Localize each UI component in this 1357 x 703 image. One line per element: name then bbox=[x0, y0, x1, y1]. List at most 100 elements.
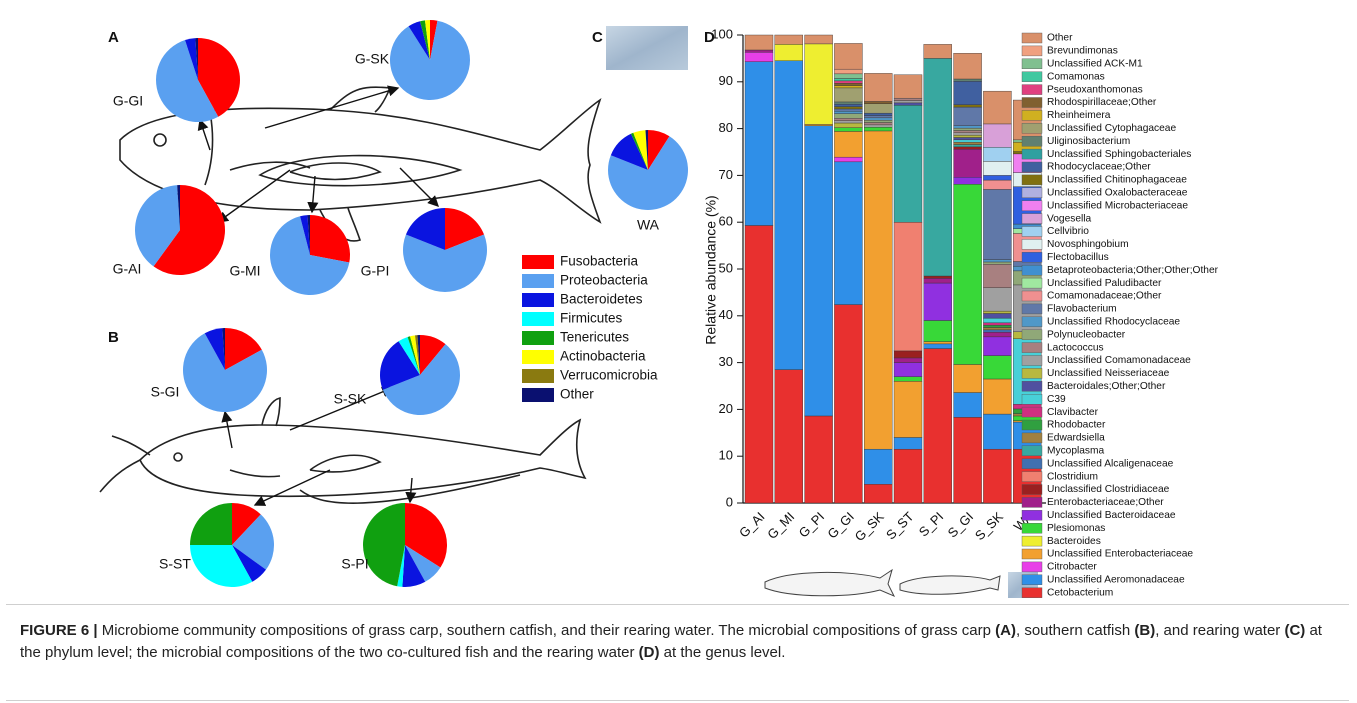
bar-segment bbox=[744, 34, 774, 51]
bar-segment bbox=[983, 317, 1012, 324]
legend-label: Unclassified Chitinophagaceae bbox=[1047, 175, 1187, 186]
bar-segment bbox=[864, 484, 893, 504]
legend-label: Uliginosibacterium bbox=[1047, 136, 1130, 147]
bar-segment bbox=[864, 122, 893, 126]
pie-slice bbox=[204, 328, 225, 370]
legend-swatch bbox=[1021, 97, 1043, 108]
legend-label: Rhodobacter bbox=[1047, 420, 1106, 431]
bar-segment bbox=[834, 68, 863, 75]
bar-segment bbox=[834, 118, 863, 121]
bar-segment bbox=[834, 106, 863, 110]
bar-segment bbox=[923, 341, 952, 345]
legend-label: Unclassified Oxalobacteraceae bbox=[1047, 187, 1188, 198]
panel-letter: D bbox=[704, 29, 715, 46]
bar-segment bbox=[953, 364, 982, 393]
legend-label: Bacteroidetes bbox=[560, 292, 643, 307]
caption-text: Microbiome community compositions of gra… bbox=[97, 622, 996, 639]
legend-label: Enterobacteriaceae;Other bbox=[1047, 497, 1164, 508]
pie-slice bbox=[430, 20, 438, 60]
pie-slice bbox=[402, 545, 426, 587]
legend-swatch bbox=[1021, 381, 1043, 392]
pie-slice bbox=[407, 336, 420, 375]
x-tick-label: G_MI bbox=[764, 509, 797, 542]
pie-slice bbox=[405, 208, 445, 250]
bar-segment bbox=[983, 175, 1012, 181]
pie-slice bbox=[177, 185, 180, 230]
legend-label: Polynucleobacter bbox=[1047, 329, 1126, 340]
bar-segment bbox=[893, 104, 923, 223]
bar-segment bbox=[744, 61, 774, 226]
pie-label: G-AI bbox=[113, 261, 142, 277]
bar-segment bbox=[834, 87, 863, 103]
bar-segment bbox=[893, 448, 923, 504]
legend-label: Unclassified Microbacteriaceae bbox=[1047, 200, 1188, 211]
pie-label: S-GI bbox=[151, 384, 180, 400]
bar-segment bbox=[953, 139, 982, 143]
pie-slice bbox=[382, 344, 461, 416]
caption-text: , and rearing water bbox=[1155, 622, 1285, 639]
bar-segment bbox=[953, 417, 982, 504]
legend-swatch bbox=[522, 350, 554, 364]
panel-letter: C bbox=[592, 29, 603, 46]
bar-segment bbox=[744, 49, 774, 53]
legend-swatch bbox=[1021, 58, 1043, 69]
legend-swatch bbox=[1021, 174, 1043, 186]
legend-swatch bbox=[1021, 265, 1043, 276]
legend-label: Lactococcus bbox=[1047, 342, 1104, 353]
legend-label: Bacteroidales;Other;Other bbox=[1047, 381, 1166, 392]
y-tick-label: 90 bbox=[719, 73, 733, 88]
bar-segment bbox=[983, 336, 1012, 356]
bar-segment bbox=[834, 108, 863, 112]
legend-swatch bbox=[1021, 548, 1043, 560]
bar-segment bbox=[834, 78, 863, 82]
legend-swatch bbox=[1021, 84, 1043, 95]
legend-swatch bbox=[522, 255, 554, 269]
bar-segment bbox=[983, 189, 1012, 260]
pie-slice bbox=[445, 208, 485, 250]
bar-segment bbox=[953, 78, 982, 82]
pie-slice bbox=[420, 335, 446, 375]
legend-swatch bbox=[522, 331, 554, 345]
legend-label: Unclassified Enterobacteriaceae bbox=[1047, 549, 1193, 560]
legend-swatch bbox=[1021, 71, 1043, 82]
legend-label: Other bbox=[560, 387, 594, 402]
legend-swatch bbox=[1021, 406, 1043, 418]
bar-segment bbox=[953, 106, 982, 126]
bar-segment bbox=[834, 101, 863, 105]
pie-slice bbox=[630, 132, 648, 170]
bar-segment bbox=[804, 124, 833, 126]
legend-swatch bbox=[1021, 226, 1043, 237]
pie-slice bbox=[232, 545, 266, 582]
bar-segment bbox=[834, 122, 863, 128]
bar-segment bbox=[834, 43, 863, 70]
legend-swatch bbox=[522, 312, 554, 326]
legend-label: Unclassified Comamonadaceae bbox=[1047, 355, 1191, 366]
bar-segment bbox=[953, 130, 982, 134]
bar-segment bbox=[953, 141, 982, 145]
legend-swatch bbox=[1021, 445, 1043, 456]
pie-slice bbox=[195, 38, 198, 80]
caption-text: FIGURE 6 | bbox=[20, 622, 98, 639]
legend-swatch bbox=[1021, 110, 1043, 121]
legend-label: Vogesella bbox=[1047, 213, 1092, 224]
legend-label: Plesiomonas bbox=[1047, 523, 1105, 534]
bar-segment bbox=[864, 448, 893, 485]
pie-slice bbox=[648, 130, 670, 170]
pie-slice bbox=[633, 130, 648, 170]
bar-segment bbox=[953, 137, 982, 141]
y-tick-label: 10 bbox=[719, 448, 733, 463]
pie-slice bbox=[300, 215, 310, 255]
legend-swatch bbox=[1021, 148, 1043, 160]
legend-label: Betaproteobacteria;Other;Other;Other bbox=[1047, 265, 1219, 276]
legend-label: Fusobacteria bbox=[560, 254, 639, 269]
bar-segment bbox=[953, 125, 982, 129]
caption-text: at the genus level. bbox=[659, 644, 786, 661]
bar-segment bbox=[893, 221, 923, 352]
bar-segment bbox=[983, 448, 1012, 504]
bar-segment bbox=[893, 74, 923, 99]
bar-segment bbox=[983, 310, 1012, 314]
legend-label: Citrobacter bbox=[1047, 562, 1097, 573]
legend-swatch bbox=[1021, 535, 1043, 547]
pie-slice bbox=[198, 38, 241, 117]
pie-slice bbox=[390, 20, 470, 100]
